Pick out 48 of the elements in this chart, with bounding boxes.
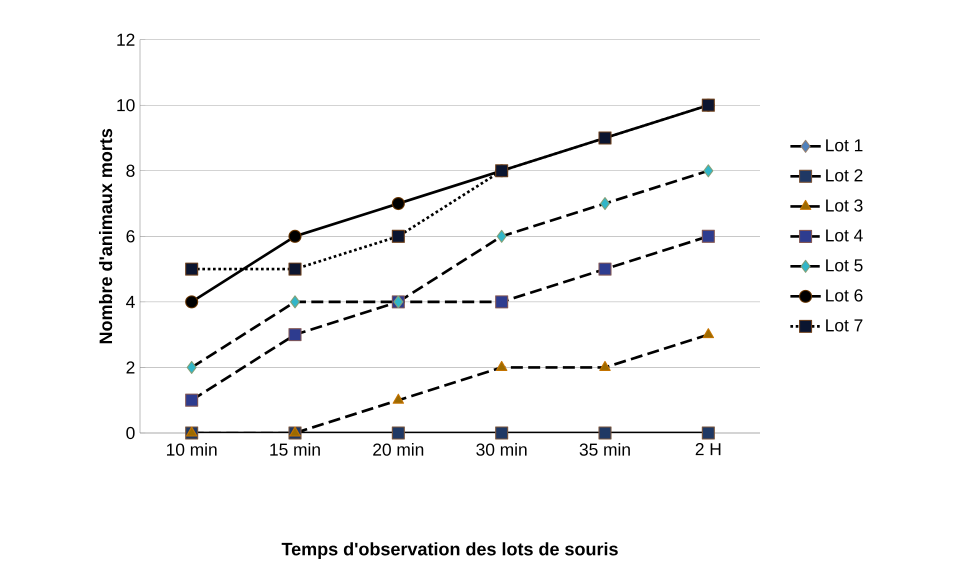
y-tick-label: 6 xyxy=(126,230,135,242)
point xyxy=(185,394,198,407)
point xyxy=(496,360,508,371)
y-tick-label: 8 xyxy=(126,164,135,177)
point xyxy=(288,262,302,276)
point xyxy=(290,295,300,308)
point xyxy=(186,360,197,374)
point xyxy=(599,360,611,371)
legend-label: Lot 6 xyxy=(826,289,863,302)
x-tick-label: 35 min xyxy=(580,443,630,456)
x-tick-label: 20 min xyxy=(373,443,424,456)
point xyxy=(288,230,302,243)
y-tick-label: 0 xyxy=(126,426,135,440)
legend-label: Lot 3 xyxy=(826,199,863,212)
point xyxy=(703,164,714,178)
x-axis-title: Temps d'observation des lots de souris xyxy=(282,542,618,560)
point xyxy=(185,262,198,276)
y-tick-label: 10 xyxy=(117,99,135,112)
y-axis-title: Nombre d'animaux morts xyxy=(98,128,112,344)
point xyxy=(495,426,508,440)
point xyxy=(496,230,507,243)
x-tick-label: 15 min xyxy=(270,443,320,456)
point xyxy=(186,426,198,437)
point xyxy=(702,426,715,440)
point xyxy=(392,230,405,243)
point xyxy=(600,197,610,210)
legend-label: Lot 5 xyxy=(826,259,863,272)
point xyxy=(392,197,405,210)
x-tick-label: 30 min xyxy=(476,443,527,456)
y-tick-label: 12 xyxy=(117,34,134,46)
y-tick-label: 4 xyxy=(126,296,135,308)
point xyxy=(495,295,508,308)
point xyxy=(288,328,302,342)
point xyxy=(598,426,612,440)
point xyxy=(392,426,405,440)
x-tick-label: 10 min xyxy=(166,443,217,456)
legend-label: Lot 2 xyxy=(826,169,862,182)
legend-label: Lot 7 xyxy=(826,319,862,332)
point xyxy=(702,230,715,243)
point xyxy=(702,328,714,338)
point xyxy=(289,426,301,437)
point xyxy=(185,295,198,308)
legend-label: Lot 4 xyxy=(826,229,863,242)
legend-label: Lot 1 xyxy=(826,139,862,152)
point xyxy=(598,262,612,276)
x-tick-label: 2 H xyxy=(696,443,720,456)
y-tick-label: 2 xyxy=(126,361,134,374)
point xyxy=(392,394,404,404)
